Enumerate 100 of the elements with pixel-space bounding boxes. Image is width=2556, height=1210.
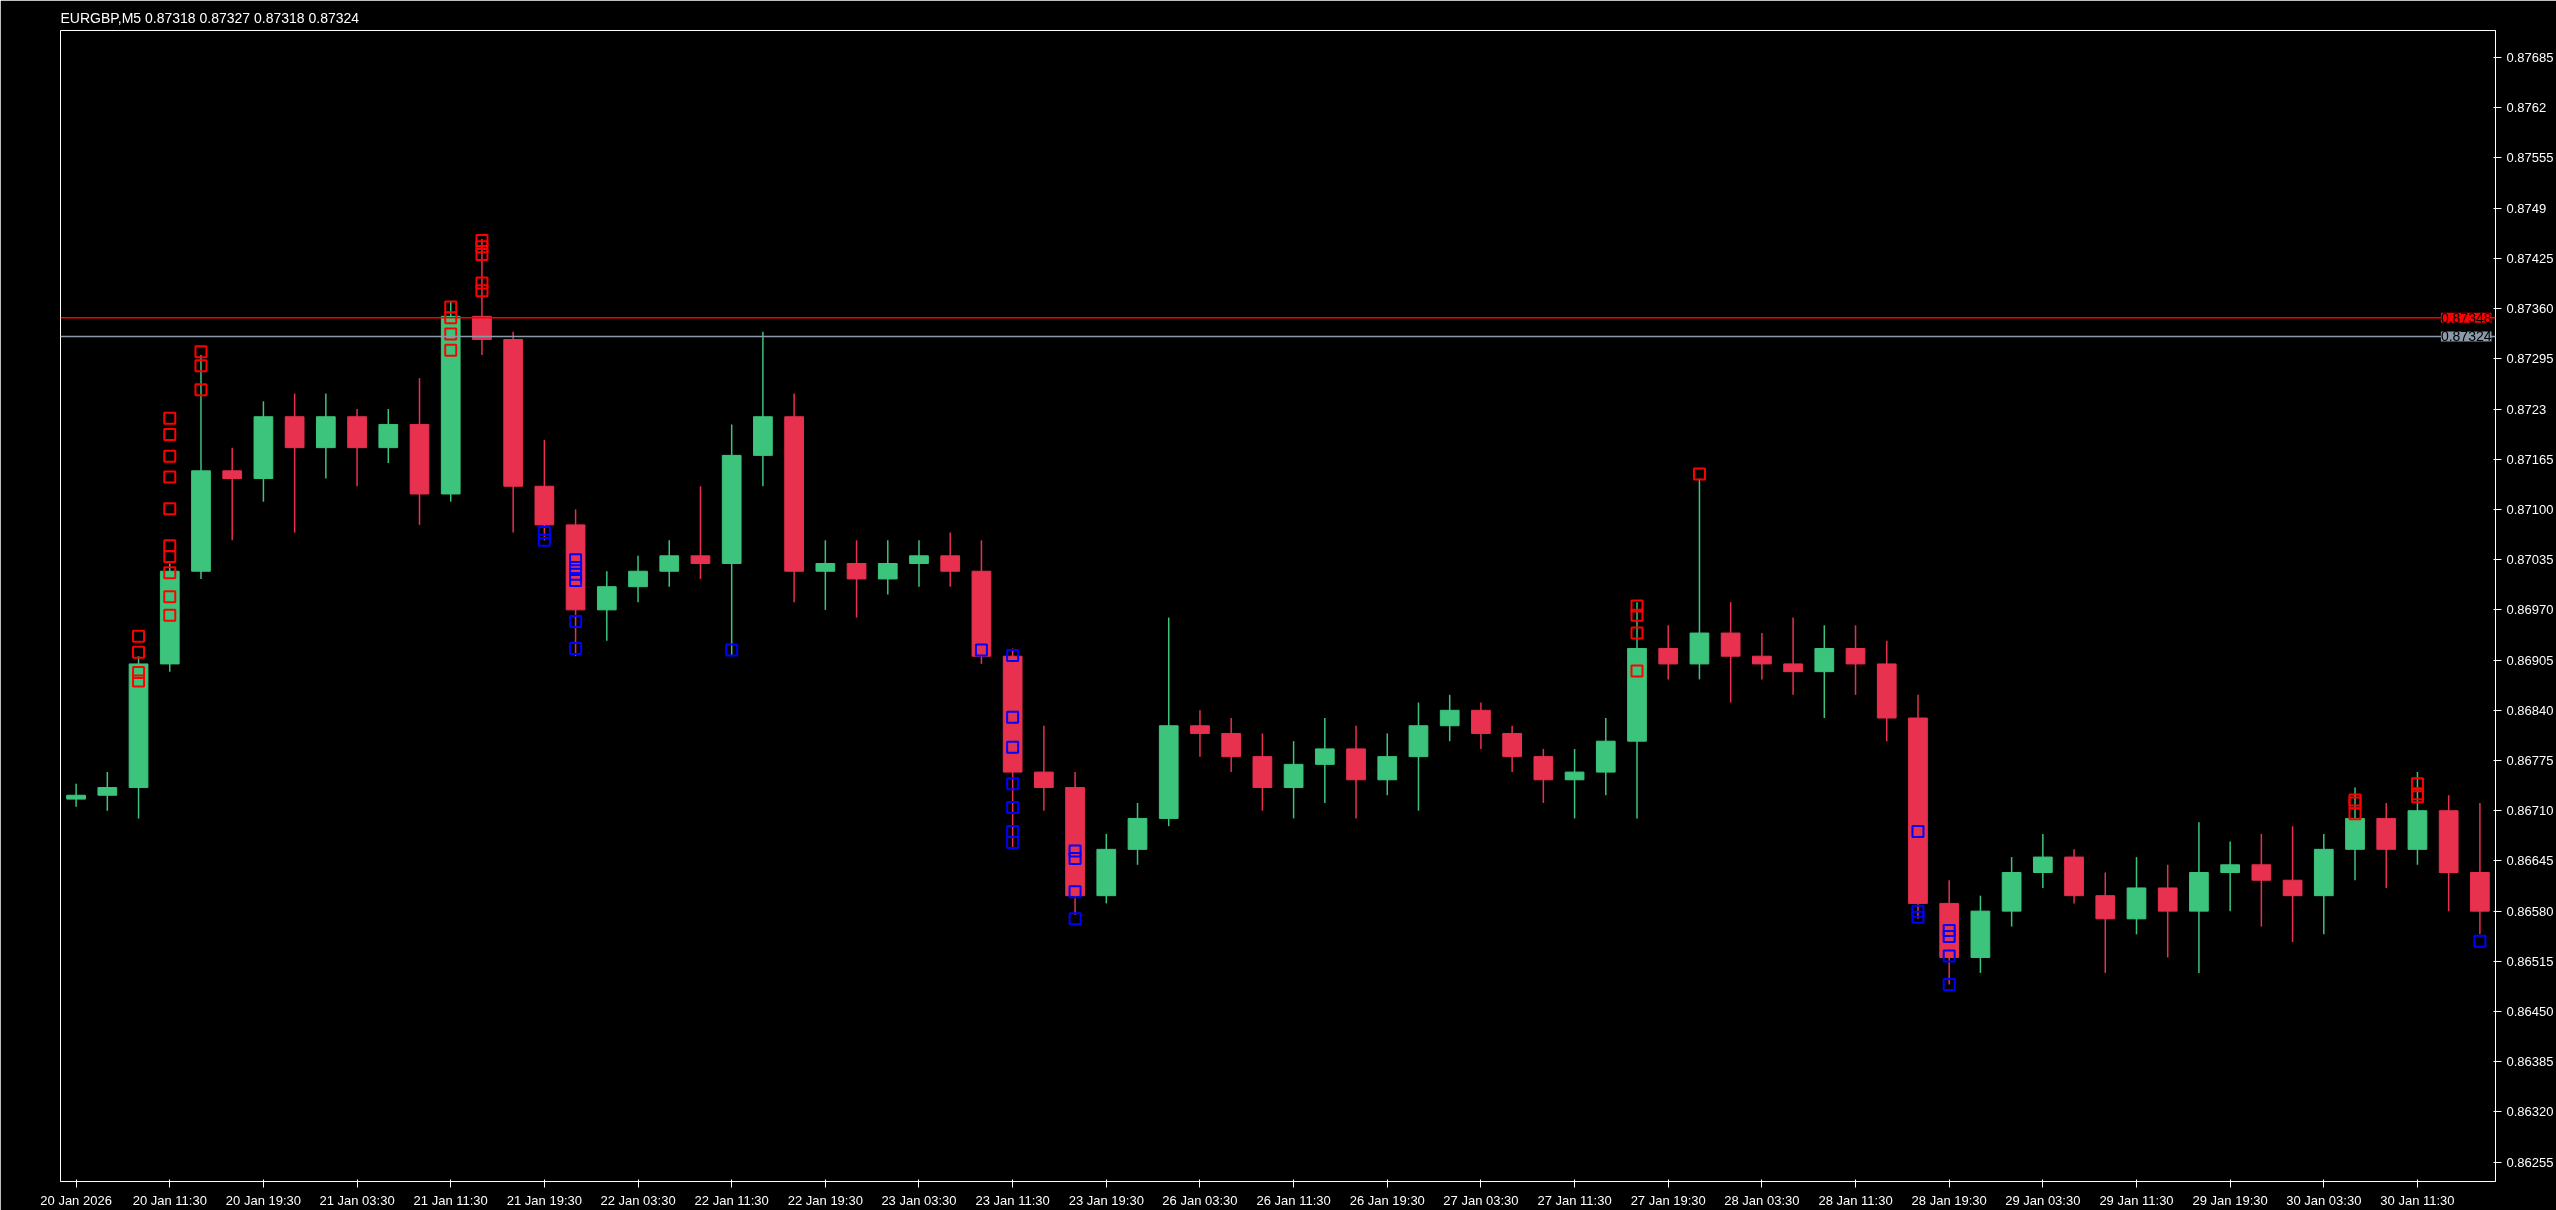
candlestick — [877, 539, 898, 596]
candlestick — [815, 539, 836, 611]
y-tick-label: 0.87100 — [2506, 501, 2554, 517]
point — [163, 411, 177, 425]
point — [2473, 934, 2487, 948]
x-tick-label: 28 Jan 03:30 — [1724, 1192, 1800, 1208]
point — [132, 665, 146, 679]
x-tick-label: 21 Jan 19:30 — [506, 1192, 582, 1208]
point — [569, 614, 583, 628]
candlestick — [1471, 701, 1491, 750]
y-tick-label: 0.86645 — [2506, 853, 2554, 869]
x-tick-label: 20 Jan 11:30 — [132, 1192, 207, 1208]
point — [475, 248, 489, 262]
y-tick-label: 0.87425 — [2506, 250, 2554, 266]
x-tick-label: 27 Jan 11:30 — [1537, 1192, 1612, 1208]
x-tick-label: 23 Jan 11:30 — [975, 1192, 1050, 1208]
point — [1630, 664, 1644, 678]
x-tick-label: 20 Jan 19:30 — [225, 1192, 302, 1208]
point — [1911, 910, 1925, 924]
candlestick — [1752, 632, 1772, 681]
y-tick-label: 0.8723 — [2506, 401, 2547, 417]
candlestick — [1783, 616, 1803, 696]
candlestick — [1564, 748, 1585, 820]
y-tick-label: 0.87360 — [2506, 301, 2554, 317]
point — [1942, 949, 1956, 963]
candlestick — [1658, 624, 1679, 681]
x-tick-label: 22 Jan 03:30 — [600, 1192, 676, 1208]
candlestick — [1283, 740, 1304, 820]
point — [1006, 825, 1020, 839]
point — [163, 470, 177, 484]
x-tick-label: 23 Jan 03:30 — [881, 1192, 957, 1208]
candlestick — [659, 539, 680, 588]
x-tick-label: 27 Jan 19:30 — [1630, 1192, 1706, 1208]
point — [1006, 710, 1020, 724]
x-tick-label: 28 Jan 11:30 — [1818, 1192, 1893, 1208]
point — [163, 590, 177, 604]
point — [475, 240, 489, 254]
ref-line-label: 0.87348 — [2440, 309, 2492, 326]
y-tick-label: 0.87555 — [2506, 150, 2554, 166]
candlestick — [1314, 717, 1335, 804]
point — [1006, 801, 1020, 815]
point — [569, 641, 583, 655]
point — [132, 629, 146, 643]
y-tick-label: 0.86970 — [2506, 602, 2554, 618]
x-tick-label: 30 Jan 03:30 — [2286, 1192, 2362, 1208]
candlestick — [690, 485, 711, 580]
y-tick-label: 0.87035 — [2506, 552, 2554, 568]
y-tick-label: 0.86580 — [2506, 903, 2554, 919]
candlestick — [1034, 724, 1054, 812]
point — [194, 383, 208, 397]
point — [569, 574, 583, 588]
x-tick-label: 27 Jan 03:30 — [1443, 1192, 1519, 1208]
point — [1068, 885, 1082, 899]
x-tick-label: 30 Jan 11:30 — [2380, 1192, 2455, 1208]
point — [163, 539, 177, 553]
x-tick-label: 29 Jan 19:30 — [2192, 1192, 2268, 1208]
candlestick — [1221, 717, 1242, 773]
y-tick-label: 0.86775 — [2506, 753, 2554, 768]
point — [569, 560, 583, 574]
x-tick-label: 28 Jan 19:30 — [1911, 1192, 1987, 1208]
x-tick-label: 29 Jan 11:30 — [2099, 1192, 2174, 1208]
y-tick-label: 0.8762 — [2506, 100, 2547, 116]
candlestick — [1533, 748, 1554, 804]
y-tick-label: 0.86320 — [2506, 1104, 2554, 1120]
point — [1068, 852, 1082, 866]
candlestick — [596, 570, 617, 642]
x-tick-label: 21 Jan 11:30 — [413, 1192, 488, 1208]
y-tick-label: 0.86255 — [2506, 1154, 2554, 1170]
y-tick-label: 0.86450 — [2506, 1004, 2554, 1020]
candlestick — [2220, 840, 2241, 912]
point — [194, 359, 208, 373]
point — [1068, 912, 1082, 926]
y-tick-label: 0.87165 — [2506, 451, 2554, 467]
point — [163, 566, 177, 580]
point — [1630, 626, 1644, 640]
x-tick-label: 21 Jan 03:30 — [319, 1192, 395, 1208]
point — [1068, 844, 1082, 858]
ref-line-label: 0.87324 — [2440, 328, 2492, 345]
y-tick-label: 0.87685 — [2506, 50, 2554, 66]
point — [1006, 740, 1020, 754]
candlestick — [66, 782, 86, 808]
point — [1911, 904, 1925, 918]
point — [194, 345, 208, 359]
y-tick-label: 0.86710 — [2506, 803, 2554, 819]
point — [163, 449, 177, 463]
point — [475, 276, 489, 290]
point — [1006, 777, 1020, 791]
candlestick — [378, 408, 399, 464]
candlestick — [846, 539, 867, 619]
point — [2348, 807, 2362, 821]
candlestick — [2251, 833, 2272, 928]
y-tick-label: 0.8749 — [2506, 200, 2547, 216]
point — [1692, 467, 1706, 481]
point — [1630, 599, 1644, 613]
point — [1006, 648, 1020, 662]
candlestick — [1377, 732, 1398, 797]
candlestick — [1814, 624, 1835, 719]
point — [475, 284, 489, 298]
candlestick — [97, 771, 118, 812]
point — [444, 300, 458, 314]
